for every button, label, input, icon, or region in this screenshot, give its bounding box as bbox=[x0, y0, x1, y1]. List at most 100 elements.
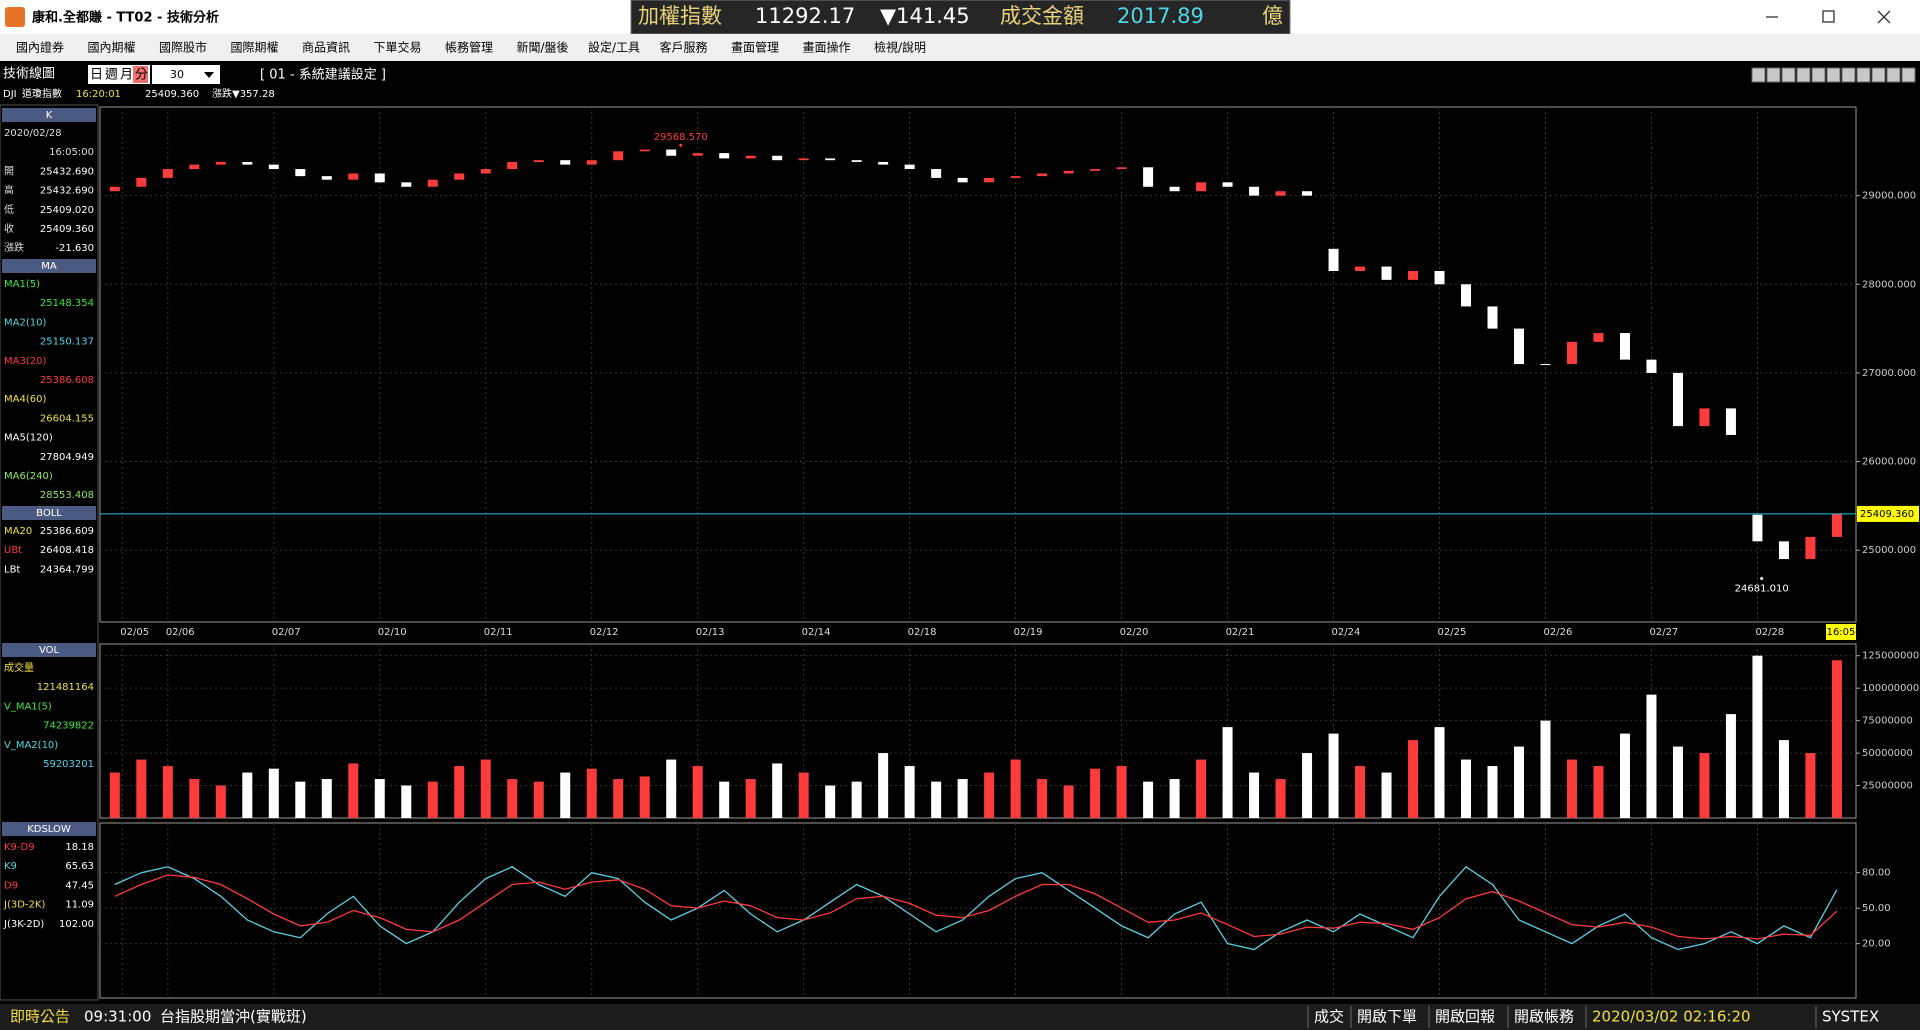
interval-selector[interactable] bbox=[152, 65, 220, 84]
toolbar-icon[interactable] bbox=[1901, 67, 1916, 83]
volume-bar bbox=[215, 785, 226, 818]
volume-bar bbox=[348, 763, 359, 818]
menu-item[interactable]: 畫面操作 bbox=[803, 40, 851, 55]
toolbar-icon[interactable] bbox=[1841, 67, 1856, 83]
sidebar-value: 18.18 bbox=[65, 842, 94, 853]
panel-frame bbox=[99, 822, 1857, 999]
menu-item[interactable]: 國內證券 bbox=[16, 40, 64, 55]
candle bbox=[507, 161, 518, 170]
ticker-item: 2017.89 bbox=[1117, 4, 1204, 28]
menu-item[interactable]: 畫面管理 bbox=[731, 40, 779, 55]
volume-bar bbox=[1355, 766, 1366, 818]
volume-bar bbox=[1646, 694, 1657, 818]
candle bbox=[295, 169, 306, 177]
toolbar-icon[interactable] bbox=[1826, 67, 1841, 83]
setting-label[interactable]: [ 01 - 系統建議設定 ] bbox=[260, 67, 386, 83]
toolbar-icon[interactable] bbox=[1811, 67, 1826, 83]
indicator-line bbox=[114, 865, 1838, 951]
x-tick-label: 02/19 bbox=[1014, 627, 1043, 638]
y-tick-label: 125000000 bbox=[1862, 651, 1919, 662]
volume-bar bbox=[692, 766, 703, 818]
sidebar-label: K9 bbox=[4, 861, 17, 872]
period-option[interactable]: 日 bbox=[90, 68, 103, 83]
sidebar-header bbox=[2, 108, 96, 122]
candle bbox=[1725, 408, 1736, 435]
toolbar-icon[interactable] bbox=[1856, 67, 1871, 83]
candle bbox=[1461, 284, 1472, 307]
status-item[interactable]: 開啟帳務 bbox=[1514, 1008, 1574, 1026]
restore-button[interactable] bbox=[1822, 10, 1835, 23]
menu-item[interactable]: 國內期權 bbox=[88, 41, 136, 55]
toolbar-icon[interactable] bbox=[1871, 67, 1886, 83]
volume-bar bbox=[1540, 720, 1551, 818]
menu-item[interactable]: 國際股市 bbox=[159, 40, 207, 55]
sidebar-label: MA1(5) bbox=[4, 279, 40, 290]
sidebar-value: 74239822 bbox=[43, 721, 94, 732]
y-tick-label: 75000000 bbox=[1862, 716, 1913, 727]
volume-bar bbox=[586, 768, 597, 818]
volume-bar bbox=[507, 779, 518, 818]
volume-bar bbox=[1116, 766, 1127, 818]
candle bbox=[1752, 514, 1763, 542]
x-tick-label: 02/20 bbox=[1120, 627, 1149, 638]
ticker-item: 成交金額 bbox=[1000, 4, 1084, 28]
candle bbox=[1672, 372, 1683, 427]
menu-item[interactable]: 下單交易 bbox=[374, 40, 422, 55]
volume-bar bbox=[772, 763, 783, 818]
period-option[interactable]: 週 bbox=[105, 68, 118, 83]
status-item[interactable]: 開啟下單 bbox=[1357, 1008, 1417, 1026]
candle bbox=[1355, 266, 1366, 271]
candle bbox=[1328, 248, 1339, 271]
interval-value[interactable]: 30 bbox=[170, 68, 184, 81]
sidebar-label: MA20 bbox=[4, 526, 32, 537]
volume-bar bbox=[1487, 766, 1498, 818]
x-tick-label: 02/13 bbox=[696, 627, 725, 638]
volume-bar bbox=[613, 779, 624, 818]
toolbar-icon[interactable] bbox=[1796, 67, 1811, 83]
menu-item[interactable]: 檢視/說明 bbox=[874, 40, 926, 55]
menu-item[interactable]: 客戶服務 bbox=[660, 40, 708, 55]
dropdown-arrow[interactable] bbox=[204, 72, 214, 78]
x-tick-label: 02/12 bbox=[590, 627, 619, 638]
sidebar-label: J(3D-2K) bbox=[3, 900, 45, 911]
menu-item[interactable]: 帳務管理 bbox=[445, 40, 493, 55]
status-item: 成交 bbox=[1314, 1008, 1344, 1026]
volume-bar bbox=[1672, 746, 1683, 818]
sidebar-value: 11.09 bbox=[65, 900, 94, 911]
menu-item[interactable]: 國際期權 bbox=[231, 41, 279, 55]
period-option[interactable]: 月 bbox=[120, 68, 133, 83]
menu-item[interactable]: 設定/工具 bbox=[588, 40, 640, 55]
menu-item[interactable]: 新聞/盤後 bbox=[517, 40, 569, 55]
toolbar-icon[interactable] bbox=[1886, 67, 1901, 83]
candle bbox=[904, 164, 915, 170]
sidebar-label: LBt bbox=[4, 564, 20, 575]
window-controls[interactable] bbox=[1766, 10, 1891, 24]
volume-bar bbox=[639, 776, 650, 818]
toolbar-icon[interactable] bbox=[1766, 67, 1781, 83]
volume-bar bbox=[454, 766, 465, 818]
candle bbox=[1381, 266, 1392, 280]
candle bbox=[242, 161, 253, 165]
menu-item[interactable]: 商品資訊 bbox=[302, 40, 350, 55]
sidebar-header bbox=[2, 643, 96, 657]
sidebar-value: 25386.609 bbox=[40, 526, 94, 537]
toolbar-icon[interactable] bbox=[1781, 67, 1796, 83]
sidebar-value: 25150.137 bbox=[40, 337, 94, 348]
extreme-label: 24681.010 bbox=[1735, 583, 1789, 594]
toolbar-icon[interactable] bbox=[1751, 67, 1766, 83]
candle bbox=[162, 169, 173, 178]
candle bbox=[1487, 306, 1498, 329]
candle bbox=[639, 149, 650, 152]
x-tick-label: 02/05 bbox=[120, 627, 149, 638]
candle bbox=[1593, 333, 1604, 342]
volume-bar bbox=[1831, 660, 1842, 818]
sidebar-text: 2020/02/28 bbox=[4, 128, 62, 139]
period-option[interactable]: 分 bbox=[135, 68, 148, 83]
candle bbox=[109, 186, 120, 192]
candle bbox=[215, 161, 226, 165]
candle bbox=[1408, 270, 1419, 280]
status-item[interactable]: 開啟回報 bbox=[1435, 1008, 1495, 1026]
close-button[interactable] bbox=[1877, 10, 1891, 24]
volume-bar bbox=[1381, 772, 1392, 818]
